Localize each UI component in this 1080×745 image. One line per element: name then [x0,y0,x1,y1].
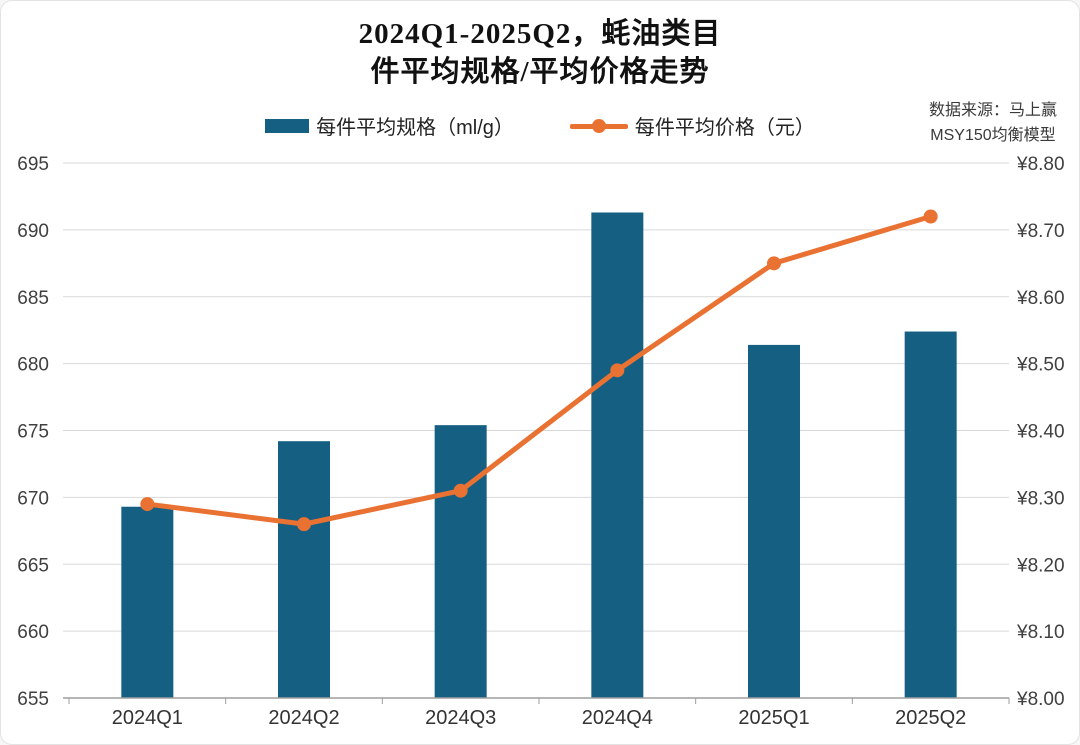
line-series-swatch-icon [569,118,628,133]
x-axis-label-2024Q2: 2024Q2 [268,707,339,729]
price-point-2024Q1 [140,497,155,512]
chart-title-line2: 件平均规格/平均价格走势 [370,56,710,88]
data-source-line1: 数据来源：马上赢 [928,102,1057,119]
legend-label-price: 每件平均价格（元） [634,117,815,139]
x-axis-label-2024Q3: 2024Q3 [425,707,496,729]
y-axis-left-tick-label: 690 [17,221,49,242]
chart-title-line1: 2024Q1-2025Q2，蚝油类目 [358,18,722,50]
y-axis-right-tick-label: ¥8.70 [1016,221,1065,242]
data-source-note: 数据来源：马上赢 MSY150均衡模型 [929,98,1057,148]
y-axis-right-tick-label: ¥8.50 [1016,355,1065,376]
y-axis-left-tick-label: 695 [17,154,49,175]
y-axis-right-tick-label: ¥8.40 [1016,422,1065,443]
bar-2025Q2 [904,331,957,698]
line-swatch-dot [591,118,606,133]
price-point-2024Q4 [610,363,625,378]
y-axis-left-tick-label: 655 [17,689,49,710]
price-point-2025Q1 [767,256,781,271]
legend-item-spec: 每件平均规格（ml/g） [265,111,514,140]
bar-2025Q1 [748,344,800,698]
y-axis-left-tick-label: 675 [17,422,49,443]
price-point-2024Q2 [297,517,311,532]
y-axis-right-tick-label: ¥8.80 [1016,154,1065,175]
y-axis-left-tick-label: 680 [17,355,49,376]
y-axis-left-tick-label: 670 [17,488,49,509]
price-line [144,214,934,527]
x-axis-label-2025Q2: 2025Q2 [895,707,966,729]
legend-item-price: 每件平均价格（元） [569,111,815,140]
y-axis-left-tick-label: 685 [17,288,49,309]
y-axis-right-tick-label: ¥8.30 [1016,488,1065,509]
y-axis-left-tick-label: 665 [17,555,49,576]
bar-2024Q4 [591,212,644,699]
bar-series-swatch-icon [265,118,310,133]
y-axis-right-tick-label: ¥8.00 [1016,689,1065,710]
x-axis-label-2024Q4: 2024Q4 [582,707,653,729]
bar-2024Q3 [434,425,487,698]
data-source-line2: MSY150均衡模型 [930,127,1056,144]
price-point-2024Q3 [453,483,468,498]
y-axis-right-tick-label: ¥8.60 [1016,288,1065,309]
y-axis-right-tick-label: ¥8.10 [1016,622,1065,643]
bar-2024Q2 [278,441,330,698]
y-axis-left-tick-label: 660 [17,622,49,643]
y-axis-right-tick-label: ¥8.20 [1016,555,1065,576]
price-point-2025Q2 [923,209,938,224]
bar-2024Q1 [121,506,174,698]
legend-label-spec: 每件平均规格（ml/g） [316,117,514,139]
x-axis-label-2024Q1: 2024Q1 [112,707,183,729]
x-axis-label-2025Q1: 2025Q1 [738,707,809,729]
chart-title: 2024Q1-2025Q2，蚝油类目 件平均规格/平均价格走势 [1,15,1079,91]
chart-legend: 每件平均规格（ml/g） 每件平均价格（元） [1,111,1079,140]
